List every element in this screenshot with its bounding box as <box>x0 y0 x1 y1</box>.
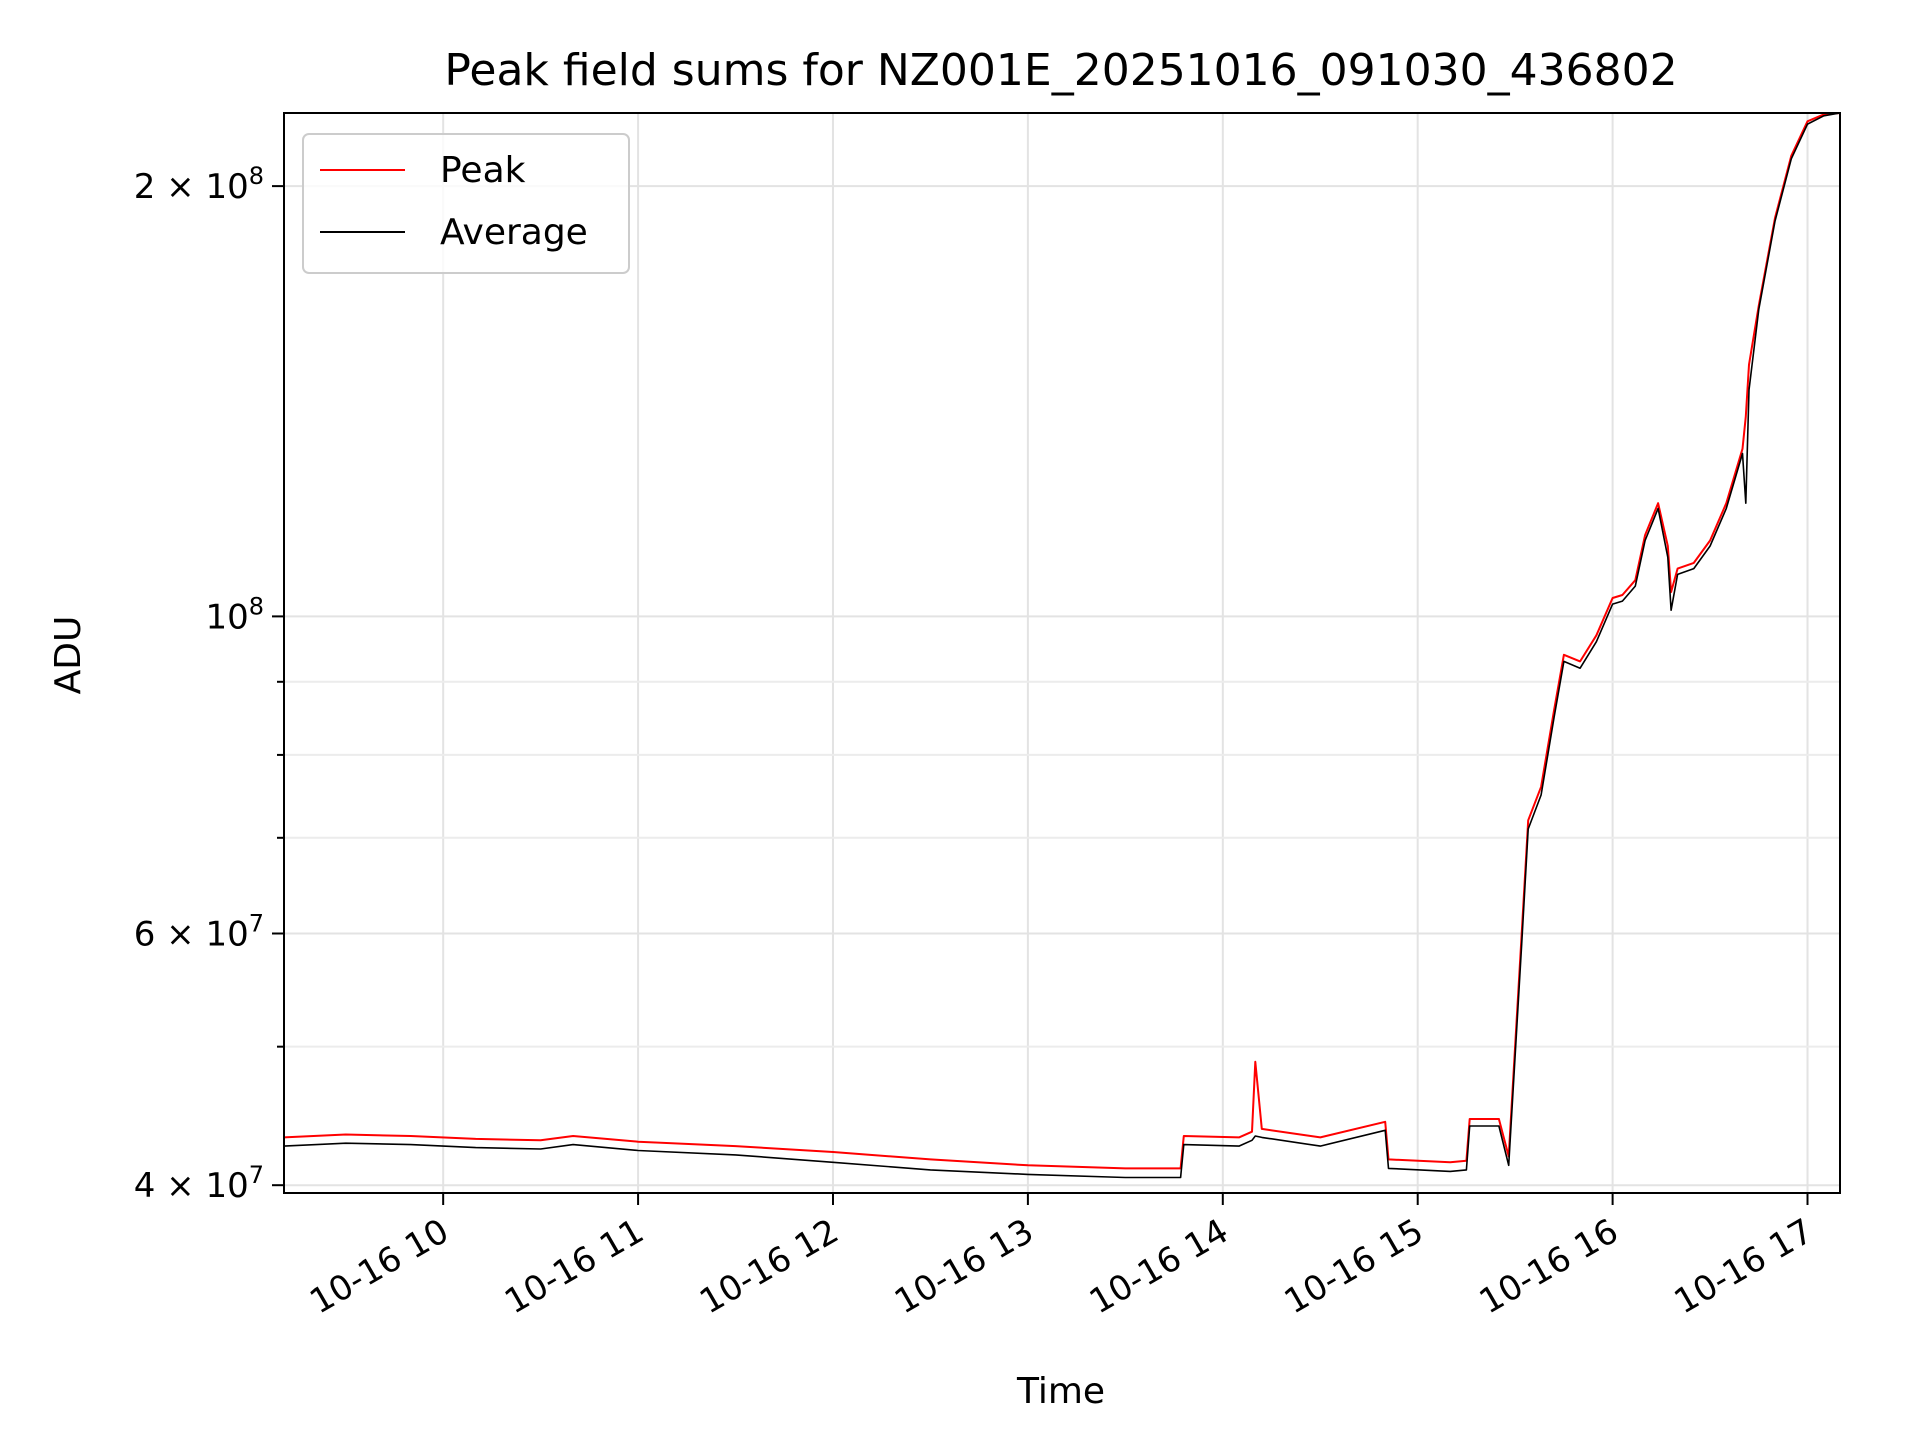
plot-frame <box>283 112 1841 1194</box>
legend-entry: Average <box>440 212 588 253</box>
y-axis-label: ADU <box>48 616 89 695</box>
y-tick-label: 4 × 107 <box>134 1161 264 1206</box>
y-tick-label: 2 × 108 <box>134 162 264 207</box>
chart-title: Peak field sums for NZ001E_20251016_0910… <box>444 45 1677 96</box>
x-axis-label: Time <box>1016 1371 1105 1412</box>
legend-entry: Peak <box>440 150 526 191</box>
series-layer <box>283 112 1841 1179</box>
y-tick-label: 108 <box>205 592 264 637</box>
y-tick-label: 6 × 107 <box>134 909 264 954</box>
legend: Peak Average <box>302 133 630 274</box>
legend-box <box>302 133 630 274</box>
series-line-average <box>283 112 1841 1179</box>
